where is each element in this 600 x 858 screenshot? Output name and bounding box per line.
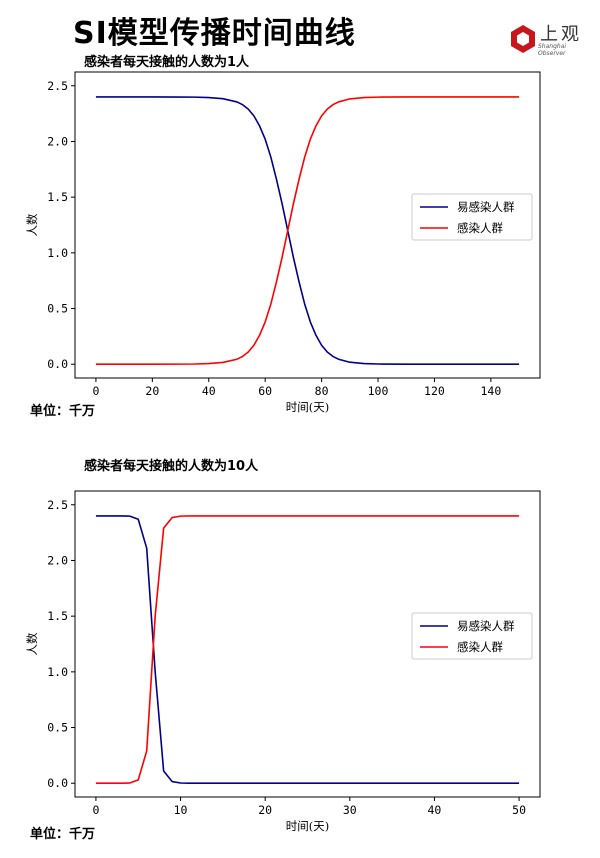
chart1-unit: 单位：千万 — [30, 404, 96, 419]
x-tick-label: 80 — [315, 384, 329, 398]
y-tick-label: 2.0 — [47, 553, 68, 567]
x-tick-label: 40 — [428, 803, 442, 817]
y-tick-label: 0.5 — [47, 721, 68, 735]
page-title: SI模型传播时间曲线 — [73, 16, 356, 51]
legend-label-1: 感染人群 — [457, 221, 503, 235]
y-tick-label: 2.5 — [47, 79, 68, 93]
x-tick-label: 10 — [174, 803, 188, 817]
x-axis-label: 时间(天) — [286, 819, 329, 833]
y-tick-label: 1.0 — [47, 246, 68, 260]
x-axis-label: 时间(天) — [286, 400, 329, 414]
legend-label-0: 易感染人群 — [457, 200, 515, 214]
x-tick-label: 100 — [368, 384, 389, 398]
x-tick-label: 0 — [92, 803, 99, 817]
y-tick-label: 0.5 — [47, 302, 68, 316]
x-tick-label: 60 — [258, 384, 272, 398]
y-tick-label: 1.0 — [47, 665, 68, 679]
y-axis-label: 人数 — [25, 632, 39, 655]
x-tick-label: 140 — [480, 384, 501, 398]
logo: 上观 Shanghai Observer — [508, 22, 592, 57]
chart1-title: 感染者每天接触的人数为1人 — [84, 55, 250, 70]
series-line-1 — [95, 96, 520, 366]
logo-subtext: Shanghai Observer — [538, 43, 567, 57]
logo-text: 上观 — [540, 24, 582, 45]
y-tick-label: 2.5 — [47, 498, 68, 512]
x-tick-label: 50 — [512, 803, 526, 817]
y-tick-label: 2.0 — [47, 134, 68, 148]
x-tick-label: 20 — [145, 384, 159, 398]
plot-frame — [74, 490, 541, 798]
chart2-title: 感染者每天接触的人数为10人 — [84, 459, 259, 474]
y-axis-label: 人数 — [25, 213, 39, 236]
y-tick-label: 1.5 — [47, 190, 68, 204]
x-tick-label: 20 — [258, 803, 272, 817]
series-line-1 — [95, 515, 520, 785]
series-line-0 — [95, 515, 520, 785]
series-line-0 — [95, 96, 520, 366]
y-tick-label: 0.0 — [47, 776, 68, 790]
logo-icon — [511, 25, 535, 53]
x-tick-label: 120 — [424, 384, 445, 398]
chart-1: 0 20 40 60 80 100 120 140 0.0 0.5 1.0 1.5 2.0 2.5 时间(天… — [25, 71, 541, 414]
y-tick-label: 0.0 — [47, 357, 68, 371]
x-tick-label: 30 — [343, 803, 357, 817]
legend-label-1: 感染人群 — [457, 640, 503, 654]
chart2-unit: 单位：千万 — [30, 827, 96, 842]
x-tick-label: 40 — [202, 384, 216, 398]
legend-label-0: 易感染人群 — [457, 619, 515, 633]
plot-frame — [74, 71, 541, 379]
y-tick-label: 1.5 — [47, 609, 68, 623]
x-tick-label: 0 — [92, 384, 99, 398]
